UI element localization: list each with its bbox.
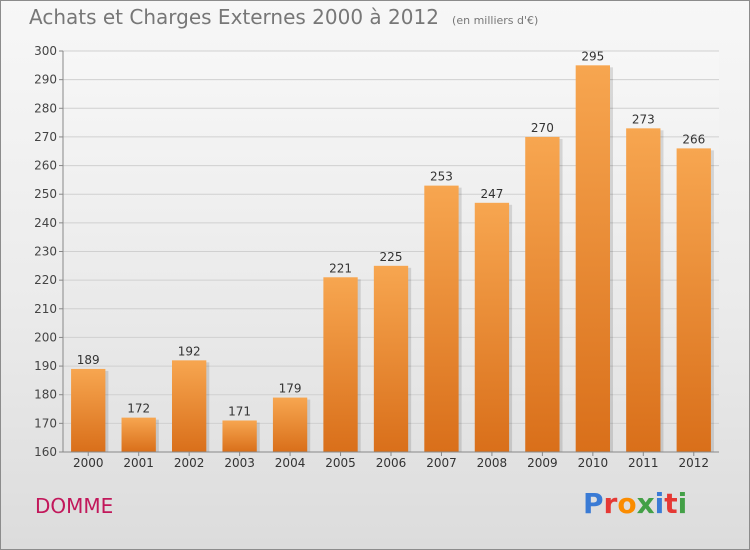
x-tick-label: 2008 xyxy=(477,456,508,470)
title-block: Achats et Charges Externes 2000 à 2012 (… xyxy=(29,5,538,29)
logo-letter: t xyxy=(664,487,678,520)
x-tick-label: 2004 xyxy=(275,456,306,470)
proxiti-logo: Proxiti xyxy=(583,487,687,520)
logo-letter: i xyxy=(654,487,665,520)
bar-2005 xyxy=(323,277,358,452)
x-tick-label: 2010 xyxy=(578,456,609,470)
bar-2001 xyxy=(121,417,156,452)
bar-2010 xyxy=(575,65,611,453)
x-tick-label: 2012 xyxy=(678,456,709,470)
x-tick-label: 2006 xyxy=(376,456,407,470)
logo-letter: P xyxy=(583,487,604,520)
x-tick-label: 2005 xyxy=(325,456,356,470)
x-tick-label: 2000 xyxy=(73,456,104,470)
y-tick-label: 180 xyxy=(34,388,57,402)
y-tick-label: 200 xyxy=(34,330,57,344)
bar-2000 xyxy=(71,368,106,452)
y-tick-label: 230 xyxy=(34,245,57,259)
chart-subtitle: (en milliers d'€) xyxy=(452,14,539,27)
x-tick-label: 2011 xyxy=(628,456,659,470)
logo-letter: i xyxy=(677,487,688,520)
y-tick-label: 240 xyxy=(34,216,57,230)
bar-value-label: 273 xyxy=(632,112,655,126)
chart-title: Achats et Charges Externes 2000 à 2012 xyxy=(29,5,439,29)
y-tick-label: 290 xyxy=(34,73,57,87)
y-axis: 160 170 180 190 200 210 220 230 240 250 260 270 280 2… xyxy=(34,44,64,459)
y-tick-label: 260 xyxy=(34,159,57,173)
bar-2006 xyxy=(373,265,409,452)
y-tick-label: 160 xyxy=(34,445,57,459)
bar-2011 xyxy=(626,128,661,452)
x-tick-label: 2002 xyxy=(174,456,205,470)
bar-value-label: 172 xyxy=(127,402,150,416)
bars: 189 172 192 171 179 221 225 253 247 270 295 273 266 xyxy=(71,49,714,453)
y-tick-label: 270 xyxy=(34,130,57,144)
bar-2002 xyxy=(171,360,207,452)
bar-value-label: 247 xyxy=(480,187,503,201)
bar-2012 xyxy=(676,148,711,452)
y-tick-label: 250 xyxy=(34,187,57,201)
bar-2003 xyxy=(222,420,257,452)
y-tick-label: 170 xyxy=(34,416,57,430)
logo-letter: r xyxy=(603,487,618,520)
x-tick-label: 2007 xyxy=(426,456,457,470)
bar-2009 xyxy=(525,136,560,452)
logo-letter: x xyxy=(636,487,655,520)
x-tick-label: 2003 xyxy=(224,456,255,470)
bar-2007 xyxy=(424,185,459,452)
bar-value-label: 179 xyxy=(279,382,302,396)
y-tick-label: 210 xyxy=(34,302,57,316)
bar-value-label: 225 xyxy=(380,250,403,264)
bar-value-label: 295 xyxy=(581,49,604,63)
y-tick-label: 280 xyxy=(34,101,57,115)
x-axis: 2000 2001 2002 2003 2004 2005 2006 2007 2008 2009… xyxy=(63,451,719,470)
bar-value-label: 189 xyxy=(77,353,100,367)
bar-value-label: 171 xyxy=(228,404,251,418)
commune-name: DOMME xyxy=(35,494,114,518)
x-tick-label: 2001 xyxy=(123,456,154,470)
x-tick-label: 2009 xyxy=(527,456,558,470)
bar-value-label: 221 xyxy=(329,261,352,275)
bar-2008 xyxy=(474,202,510,452)
bar-value-label: 270 xyxy=(531,121,554,135)
y-tick-label: 300 xyxy=(34,44,57,58)
y-tick-label: 190 xyxy=(34,359,57,373)
logo-letter: o xyxy=(617,487,637,520)
bar-value-label: 266 xyxy=(682,132,705,146)
bar-2004 xyxy=(272,397,308,452)
bar-value-label: 253 xyxy=(430,170,453,184)
bar-value-label: 192 xyxy=(178,344,201,358)
y-tick-label: 220 xyxy=(34,273,57,287)
